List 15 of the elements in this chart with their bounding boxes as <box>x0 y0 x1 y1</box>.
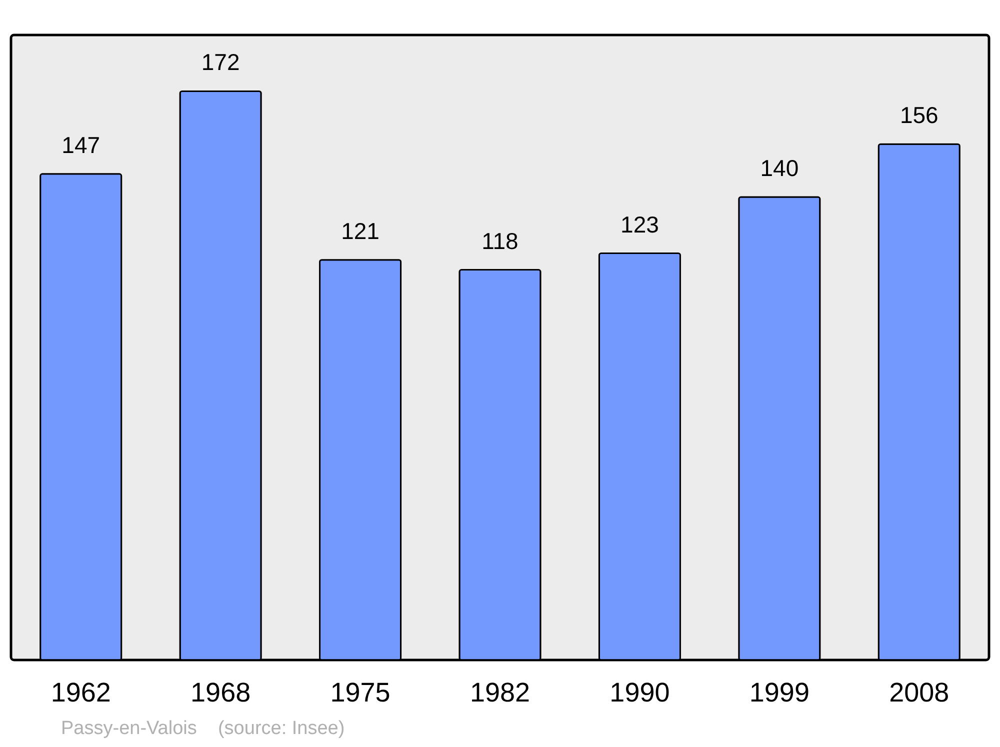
x-tick-label: 1975 <box>330 678 390 708</box>
x-tick-label: 1968 <box>190 678 251 708</box>
x-tick-label: 2008 <box>889 678 950 708</box>
x-tick-label: 1990 <box>610 678 670 708</box>
data-label: 156 <box>900 102 938 128</box>
data-label: 121 <box>341 218 380 244</box>
data-label: 123 <box>620 211 659 238</box>
data-label: 147 <box>62 132 100 158</box>
data-label: 140 <box>760 155 799 182</box>
x-tick-label: 1962 <box>50 678 111 708</box>
x-tick-label: 1999 <box>749 678 810 708</box>
data-label: 172 <box>201 49 240 76</box>
x-tick-label: 1982 <box>470 678 530 708</box>
text: Passy-en-Valois (source: Insee) <box>61 718 345 739</box>
data-label: 118 <box>482 228 518 254</box>
